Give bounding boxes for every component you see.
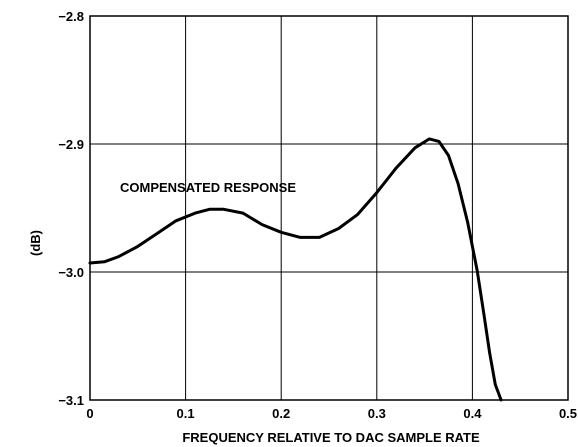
- x-tick-label: 0.2: [272, 406, 290, 421]
- x-tick-label: 0: [86, 406, 93, 421]
- y-tick-labels: −2.8 −2.9 −3.0 −3.1: [58, 9, 84, 408]
- x-tick-labels: 0 0.1 0.2 0.3 0.4 0.5: [86, 406, 577, 421]
- plot-frame: [89, 15, 569, 401]
- x-tick-label: 0.4: [463, 406, 482, 421]
- series-line: [88, 137, 503, 402]
- x-tick-label: 0.5: [559, 406, 577, 421]
- x-axis-label: FREQUENCY RELATIVE TO DAC SAMPLE RATE: [182, 430, 480, 445]
- y-tick-label: −2.8: [58, 9, 84, 24]
- y-tick-label: −3.1: [58, 393, 84, 408]
- x-tick-label: 0.1: [177, 406, 195, 421]
- y-axis-label: (dB): [28, 230, 43, 256]
- y-tick-label: −3.0: [58, 265, 84, 280]
- grid-lines: [90, 16, 568, 400]
- curve-annotation: COMPENSATED RESPONSE: [120, 180, 296, 195]
- y-tick-label: −2.9: [58, 137, 84, 152]
- x-tick-label: 0.3: [368, 406, 386, 421]
